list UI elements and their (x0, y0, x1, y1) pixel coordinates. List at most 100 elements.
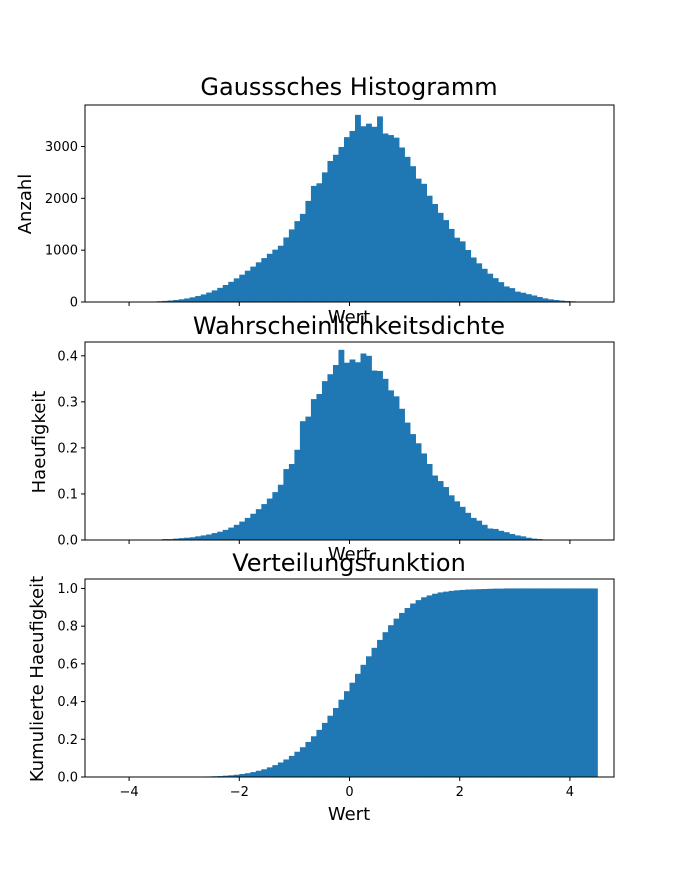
cdf-bar (481, 588, 488, 777)
cdf-bar (355, 673, 361, 777)
density-bar (393, 396, 400, 540)
density-bar (360, 353, 367, 540)
density-bar (382, 378, 389, 540)
histogram-y-tick-label: 3000 (45, 140, 78, 155)
cdf-y-tick-label: 1.0 (57, 582, 78, 597)
histogram-bar (272, 249, 279, 302)
cdf-bar (277, 762, 284, 777)
cdf-bar (349, 682, 356, 777)
histogram-bar (327, 160, 334, 302)
cdf-x-tick-label: 4 (566, 785, 574, 800)
histogram-bar (294, 221, 301, 302)
histogram-bar (250, 266, 257, 302)
histogram-bar (415, 178, 422, 302)
histogram-bar (211, 290, 218, 302)
histogram-bar (536, 296, 543, 302)
density-bar (355, 362, 361, 540)
cdf-bar (514, 588, 521, 777)
cdf-bars (195, 588, 598, 777)
histogram-title: Gausssches Histogramm (200, 73, 497, 101)
density-bar (195, 536, 202, 540)
cdf-title: Verteilungsfunktion (232, 549, 466, 577)
histogram-bar (542, 298, 549, 302)
density-bar (239, 521, 246, 540)
histogram-bar (448, 228, 455, 302)
cdf-y-tick-label: 0.2 (57, 733, 78, 748)
cdf-y-tick-label: 0.6 (57, 657, 78, 672)
histogram-bar (470, 257, 477, 302)
cdf-bar (525, 588, 532, 777)
density-bar (294, 449, 301, 540)
density-y-tick-label: 0.3 (57, 395, 78, 410)
histogram-bar (173, 299, 180, 302)
cdf-bar (569, 588, 576, 777)
density-bar (520, 536, 527, 540)
density-bar (173, 538, 180, 540)
density-bar (310, 399, 317, 540)
density-bar (266, 498, 273, 540)
density-bar (250, 513, 257, 540)
histogram-bar (355, 114, 361, 302)
histogram-bar (410, 166, 416, 302)
density-bar (481, 524, 488, 540)
cdf-bar (437, 592, 444, 777)
density-y-axis-label: Haeufigkeit (29, 391, 50, 494)
histogram-bar (277, 245, 284, 302)
histogram-bar (476, 263, 483, 302)
histogram-bar (382, 133, 389, 302)
density-bar (343, 362, 350, 540)
cdf-bar (228, 775, 235, 777)
histogram-bar (492, 278, 499, 302)
density-bar (498, 530, 505, 540)
histogram-bar (553, 300, 560, 302)
cdf-bar (272, 765, 279, 777)
histogram-bar (404, 156, 411, 302)
histogram-bar (305, 200, 312, 302)
density-bar (277, 484, 284, 540)
density-bar (211, 533, 218, 540)
density-bar (459, 506, 466, 540)
histogram-bar (178, 299, 185, 302)
density-title: Wahrscheinlichkeitsdichte (193, 312, 505, 340)
histogram-bar (432, 204, 439, 302)
density-bar (217, 531, 224, 540)
density-y-tick-label: 0.0 (57, 534, 78, 549)
cdf-x-ticks: −4 −2 0 2 4 (119, 777, 574, 800)
histogram-bar (525, 294, 532, 302)
density-bar (244, 517, 251, 540)
density-bar (184, 537, 191, 540)
cdf-bar (382, 632, 389, 777)
cdf-bar (459, 589, 466, 777)
histogram-bar (487, 273, 494, 302)
histogram-bar (283, 237, 290, 302)
density-bar (272, 492, 279, 540)
cdf-y-tick-label: 0.8 (57, 620, 78, 635)
histogram-bar (244, 270, 251, 302)
cdf-bar (393, 618, 400, 777)
histogram-bar (167, 300, 174, 302)
histogram-bar (514, 291, 521, 302)
density-bar (470, 517, 477, 540)
density-y-tick-label: 0.1 (57, 487, 78, 502)
cdf-bar (305, 741, 312, 777)
density-bar (255, 509, 262, 540)
density-bar (399, 408, 405, 540)
histogram-y-tick-label: 2000 (45, 192, 78, 207)
cdf-bar (360, 664, 367, 777)
cdf-bar (503, 588, 510, 777)
histogram-x-ticks (128, 302, 571, 306)
cdf-bar (580, 588, 587, 777)
cdf-bar (294, 751, 301, 777)
histogram-bar (310, 185, 317, 302)
cdf-bar (371, 647, 378, 777)
histogram-bar (426, 195, 433, 302)
density-bar (421, 453, 427, 540)
histogram-bar (343, 137, 350, 302)
cdf-bar (410, 603, 416, 777)
cdf-bar (509, 588, 516, 777)
density-bar (388, 390, 394, 540)
panel-histogram: 0 1000 2000 3000 Gausssches Histogramm Wert… (15, 73, 615, 328)
density-bar (465, 512, 472, 540)
cdf-bar (448, 590, 455, 777)
